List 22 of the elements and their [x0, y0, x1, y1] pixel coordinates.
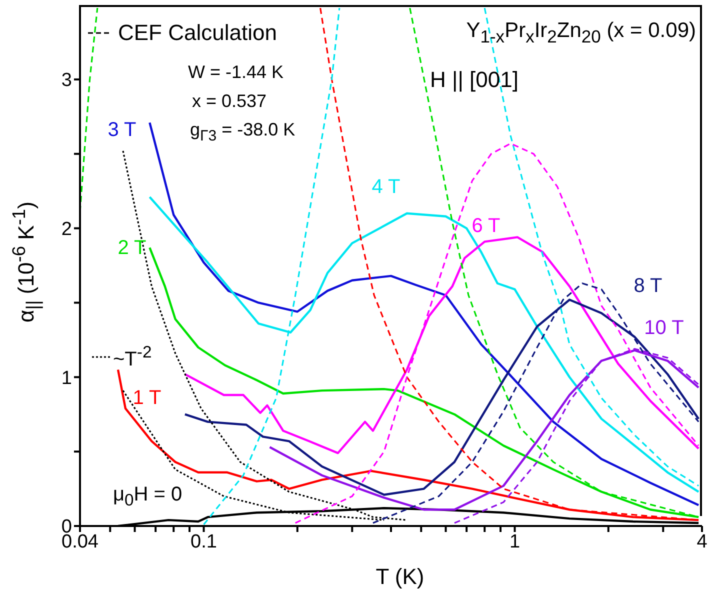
y-tick-label: 1 — [61, 368, 72, 389]
annotation: H || [001] — [430, 67, 518, 92]
x-tick-label: 4 — [696, 531, 708, 552]
y-tick-label: 3 — [61, 70, 72, 92]
series-label: 10 T — [644, 317, 684, 339]
annotation: CEF Calculation — [118, 20, 277, 45]
y-tick-label: 2 — [61, 219, 72, 240]
annotation: g$_{Γ3}$ = -38.0 K — [190, 120, 296, 144]
series-label: 8 T — [634, 275, 662, 297]
series-label: 6 T — [472, 215, 500, 237]
x-tick-label: 0.1 — [190, 531, 217, 552]
series-label: μ$_{0}$H = 0 — [113, 484, 182, 510]
annotation: W = -1.44 K — [188, 62, 284, 82]
series-label: 4 T — [372, 176, 400, 198]
series-label: 3 T — [108, 119, 136, 141]
annotation: x = 0.537 — [192, 91, 267, 111]
x-axis-title: T (K) — [376, 564, 424, 589]
series-label: 1 T — [132, 387, 162, 409]
text: Y$_{1-x}$Pr$_{x}$Ir$_{2}$Zn$_{20}$ (x = 0.09) — [466, 19, 696, 46]
legend-label: ~T$^{-2}$ — [113, 342, 152, 370]
x-tick-label: 1 — [509, 531, 520, 552]
series-label: 2 T — [118, 237, 146, 259]
